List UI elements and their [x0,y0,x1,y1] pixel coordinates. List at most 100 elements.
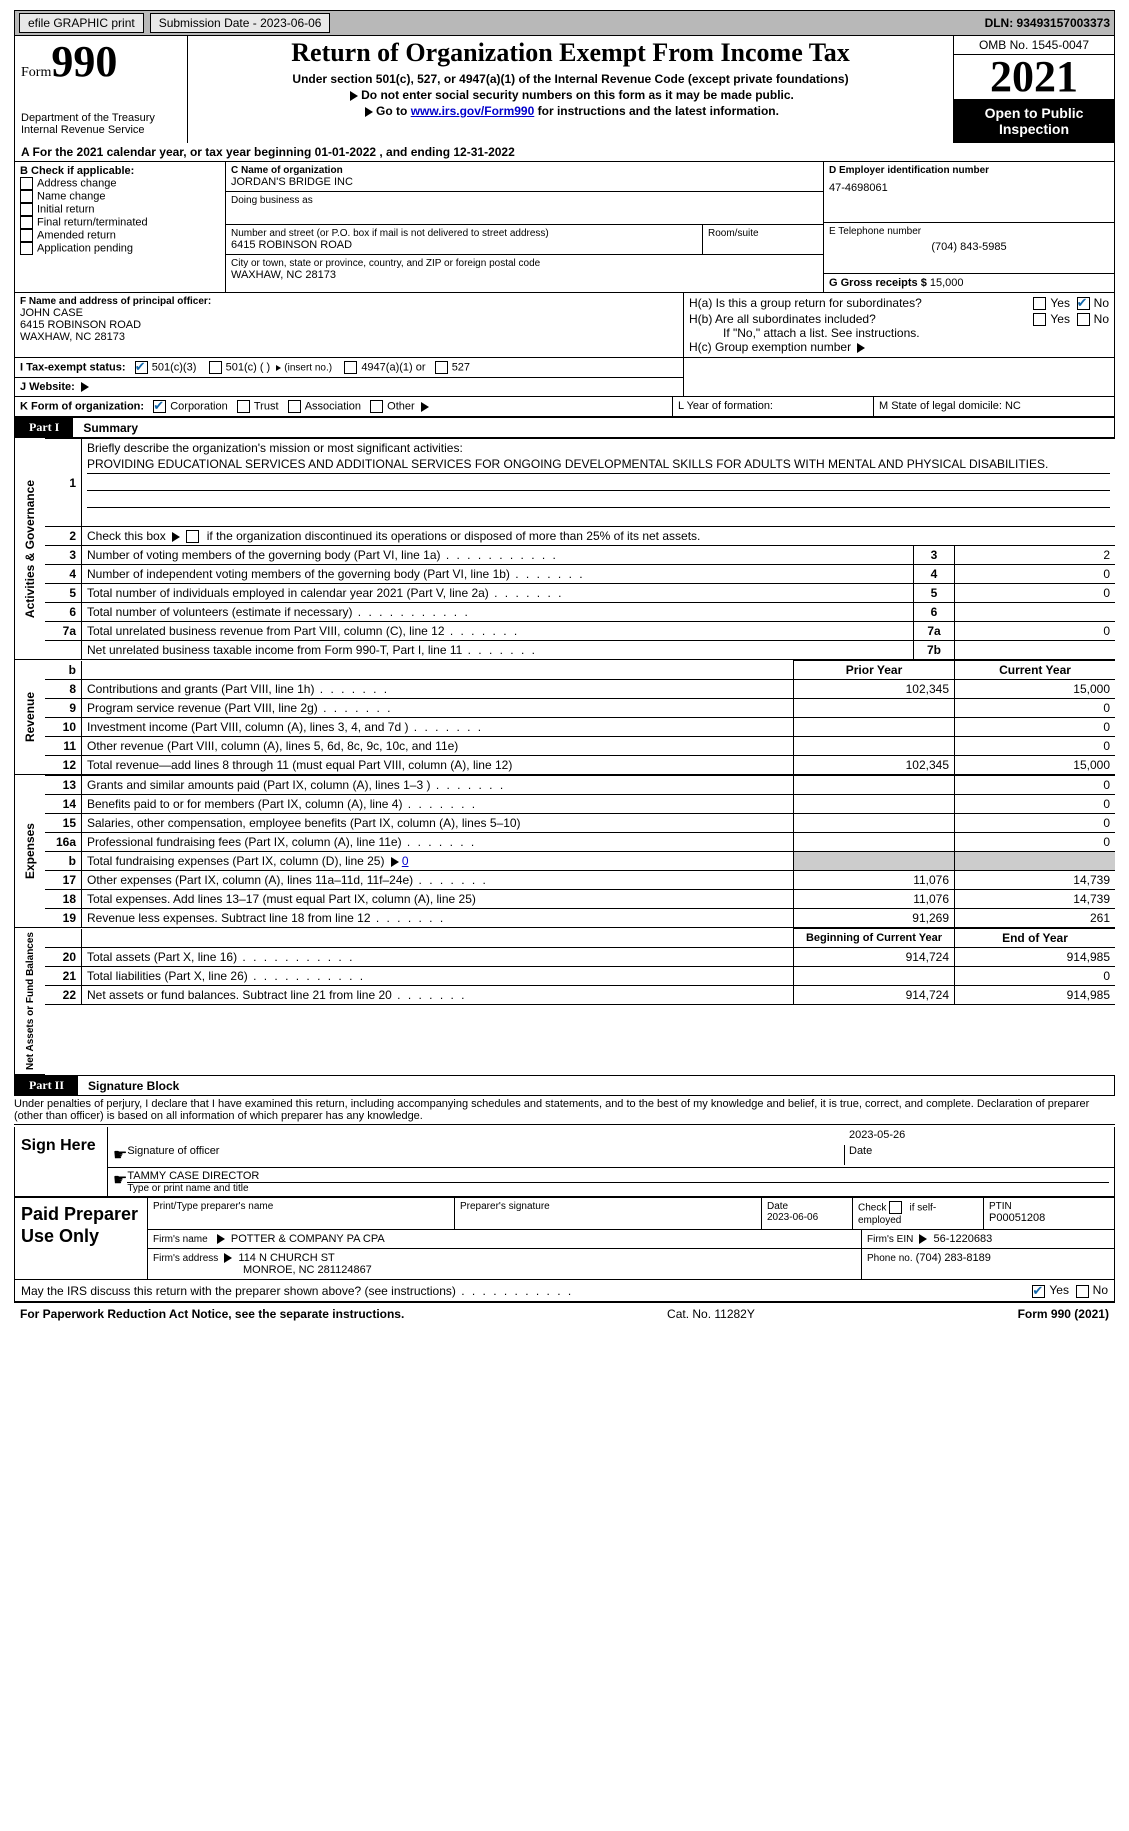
form-number: Form990 [21,40,181,84]
hdr-prior: Prior Year [794,661,955,680]
line12-curr: 15,000 [955,756,1116,775]
officer-type-label: Type or print name and title [127,1183,1109,1194]
prep-name-label: Print/Type preparer's name [153,1201,449,1212]
box-f-label: F Name and address of principal officer: [20,296,678,307]
perjury-text: Under penalties of perjury, I declare th… [14,1096,1115,1125]
hdr-end: End of Year [955,929,1116,948]
irs-link[interactable]: www.irs.gov/Form990 [411,104,535,118]
line16a-label: Professional fundraising fees (Part IX, … [82,833,794,852]
form-subtitle-3: Go to www.irs.gov/Form990 for instructio… [194,104,947,118]
entity-block: B Check if applicable: Address change Na… [14,162,1115,293]
line16b-link[interactable]: 0 [402,854,409,868]
checkbox-discuss-yes[interactable] [1032,1285,1045,1298]
opt-other: Other [387,400,415,412]
line9-prior [794,699,955,718]
checkbox-hb-no[interactable] [1077,313,1090,326]
firm-phone-label: Phone no. [867,1253,913,1264]
footer-right: Form 990 (2021) [1018,1307,1109,1321]
line18-label: Total expenses. Add lines 13–17 (must eq… [82,890,794,909]
line20-curr: 914,985 [955,948,1116,967]
paid-preparer-label: Paid Preparer Use Only [15,1198,148,1279]
line8-curr: 15,000 [955,680,1116,699]
arrow-icon [172,532,180,542]
line7b-value [955,641,1116,660]
checkbox-hb-yes[interactable] [1033,313,1046,326]
ein-value: 47-4698061 [829,182,1109,194]
prep-date-value: 2023-06-06 [767,1212,847,1223]
checkbox-assoc[interactable] [288,400,301,413]
checkbox-ha-yes[interactable] [1033,297,1046,310]
checkbox-501c[interactable] [209,361,222,374]
line11-label: Other revenue (Part VIII, column (A), li… [82,737,794,756]
box-j-label: J Website: [20,381,75,393]
arrow-icon [857,343,865,353]
city-value: WAXHAW, NC 28173 [231,269,818,281]
line9-curr: 0 [955,699,1116,718]
checkbox-self-employed[interactable] [889,1201,902,1214]
checkbox-501c3[interactable] [135,361,148,374]
checkbox-corp[interactable] [153,400,166,413]
part1-num: Part I [15,418,73,437]
side-netassets: Net Assets or Fund Balances [23,928,38,1074]
line17-prior: 11,076 [794,871,955,890]
line16a-curr: 0 [955,833,1116,852]
arrow-icon [224,1253,232,1263]
checkbox-discuss-no[interactable] [1076,1285,1089,1298]
line14-prior [794,795,955,814]
insert-no: (insert no.) [284,362,332,373]
sub3b: for instructions and the latest informat… [534,104,779,118]
checkbox-trust[interactable] [237,400,250,413]
no-label-2: No [1094,312,1109,326]
side-revenue: Revenue [21,688,39,746]
footer-left: For Paperwork Reduction Act Notice, see … [20,1307,404,1321]
checkbox-initial[interactable] [20,203,33,216]
line3-label: Number of voting members of the governin… [82,546,914,565]
line20-label: Total assets (Part X, line 16) [82,948,794,967]
summary-table-4: Beginning of Current YearEnd of Year 20T… [45,928,1115,1005]
checkbox-amended[interactable] [20,229,33,242]
firm-ein-label: Firm's EIN [867,1234,913,1245]
line11-curr: 0 [955,737,1116,756]
checkbox-name-change[interactable] [20,190,33,203]
checkbox-pending[interactable] [20,242,33,255]
opt-address: Address change [37,177,117,189]
checkbox-line2[interactable] [186,530,199,543]
checkbox-final[interactable] [20,216,33,229]
sub3a: Go to [376,104,411,118]
summary-table-1: 1 Briefly describe the organization's mi… [45,438,1115,660]
firm-phone-value: (704) 283-8189 [916,1252,991,1264]
no-label: No [1094,296,1109,310]
line2: Check this box Check this box if the org… [82,527,1116,546]
line15-curr: 0 [955,814,1116,833]
discuss-row: May the IRS discuss this return with the… [14,1280,1115,1301]
box-i-label: I Tax-exempt status: [20,361,126,373]
line13-curr: 0 [955,776,1116,795]
submission-date-button[interactable]: Submission Date - 2023-06-06 [150,13,331,33]
checkbox-address-change[interactable] [20,177,33,190]
form-subtitle-2: Do not enter social security numbers on … [194,88,947,102]
checkbox-4947[interactable] [344,361,357,374]
officer-name: JOHN CASE [20,307,678,319]
section-revenue: Revenue bPrior YearCurrent Year 8Contrib… [14,660,1115,775]
sign-here-label: Sign Here [15,1127,108,1196]
hdr-current: Current Year [955,661,1116,680]
line16b: Total fundraising expenses (Part IX, col… [82,852,794,871]
opt-4947: 4947(a)(1) or [361,361,425,373]
checkbox-other[interactable] [370,400,383,413]
efile-button[interactable]: efile GRAPHIC print [19,13,144,33]
line7a-label: Total unrelated business revenue from Pa… [82,622,914,641]
form-title: Return of Organization Exempt From Incom… [194,38,947,68]
arrow-icon [81,382,89,392]
paid-preparer-block: Paid Preparer Use Only Print/Type prepar… [14,1197,1115,1280]
summary-table-3: 13Grants and similar amounts paid (Part … [45,775,1115,928]
box-l: L Year of formation: [673,397,874,416]
checkbox-ha-no[interactable] [1077,297,1090,310]
arrow-icon [919,1234,927,1244]
line5-label: Total number of individuals employed in … [82,584,914,603]
gross-value: 15,000 [930,277,964,289]
sub2-text: Do not enter social security numbers on … [361,88,794,102]
checkbox-527[interactable] [435,361,448,374]
pointer-icon: ☛ [113,1170,127,1194]
line1-label: Briefly describe the organization's miss… [87,441,1110,455]
status-block: I Tax-exempt status: 501(c)(3) 501(c) ( … [14,358,1115,397]
